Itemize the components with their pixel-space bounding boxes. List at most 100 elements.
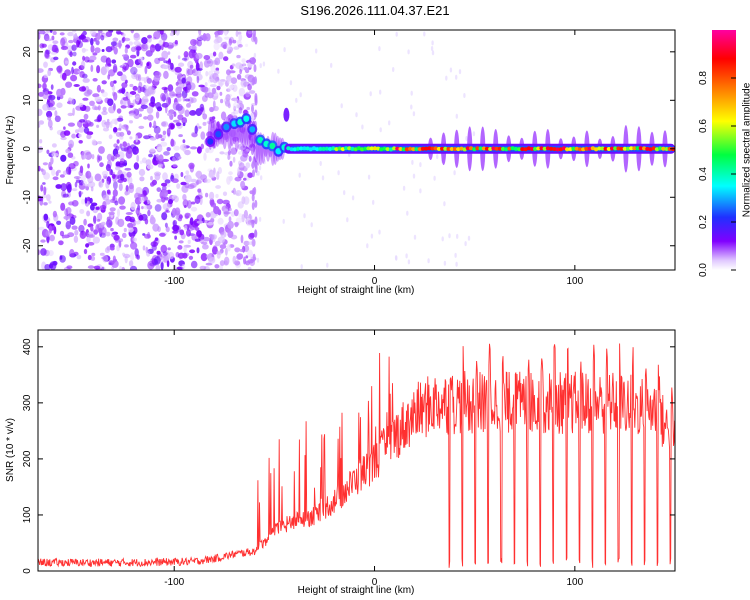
noise-blob [42,162,49,166]
noise-blob [133,162,140,170]
spectrogram-ytick-label: 0 [22,146,33,152]
noise-blob [172,156,176,162]
noise-blob [225,94,231,102]
noise-blob [227,220,234,229]
noise-blob [143,205,151,210]
noise-blob [79,230,87,239]
noise-blob [249,57,257,65]
noise-blob [132,237,137,242]
noise-blob [100,89,105,94]
noise-blob [147,114,154,121]
noise-blob [56,220,62,225]
noise-blob [184,225,188,231]
noise-blob [113,80,117,84]
noise-blob [190,201,196,205]
line-core [427,146,432,151]
noise-blob [228,171,233,176]
tail-spread [239,124,244,144]
noise-blob [150,96,156,105]
spectrogram-frame [37,29,676,271]
noise-blob [50,84,54,90]
noise-speckle [449,67,453,73]
line-core [408,146,413,151]
noise-blob [233,46,240,50]
noise-blob [228,216,232,223]
noise-blob [160,92,166,101]
noise-blob [147,209,151,217]
noise-blob [112,91,116,97]
noise-blob [70,74,78,82]
line-core [343,146,349,151]
noise-blob [246,106,250,111]
noise-blob [69,51,73,57]
noise-edge [254,229,258,238]
noise-blob [158,39,163,46]
noise-blob [122,232,127,238]
noise-blob [155,111,160,119]
noise-blob [82,181,88,186]
noise-blob [243,177,247,181]
line-core [603,146,608,151]
snr-frame [37,329,676,572]
noise-blob [162,203,171,211]
noise-blob [78,190,82,198]
noise-blob [205,147,210,154]
noise-blob [152,36,157,40]
noise-edge [254,109,258,118]
line-core [664,147,669,151]
noise-blob [129,105,133,108]
noise-speckle [419,188,422,194]
snr-ytick-label: 200 [22,450,33,467]
line-core [302,146,307,151]
noise-speckle [406,210,409,216]
line-core [658,146,663,151]
colorbar-label: Normalized spectral amplitude [741,82,750,217]
noise-blob [203,55,211,60]
noise-blob [218,30,224,36]
noise-blob [45,49,51,55]
noise-blob [99,232,107,238]
noise-blob [127,222,134,229]
line-core [568,147,573,152]
noise-blob [128,182,134,190]
noise-blob [215,193,219,199]
noise-blob [66,184,72,193]
noise-blob [196,247,200,254]
noise-blob [79,119,86,123]
noise-blob [62,170,68,176]
noise-speckle [430,46,434,51]
noise-blob [97,114,102,122]
noise-blob [100,66,108,76]
noise-speckle [303,213,306,219]
noise-blob [78,65,85,71]
noise-speckle [433,175,436,181]
noise-blob [88,181,96,188]
noise-blob [252,239,256,247]
noise-blob [247,249,253,258]
line-core [632,146,637,151]
spectrogram-xlabel: Height of straight line (km) [298,285,415,296]
noise-blob [166,147,171,152]
noise-blob [196,146,202,154]
noise-blob [46,110,53,118]
noise-blob [181,264,186,270]
noise-blob [43,74,48,79]
noise-blob [223,30,228,36]
noise-blob [214,77,220,82]
noise-speckle [321,175,325,181]
noise-blob [182,139,186,144]
noise-blob [155,264,161,270]
line-core [555,147,560,152]
noise-blob [172,163,178,168]
noise-blob [129,136,133,140]
noise-blob [249,90,256,94]
noise-blob [210,215,217,219]
noise-blob [154,204,162,212]
noise-blob [231,97,239,102]
noise-blob [42,193,47,199]
noise-speckle [310,222,313,228]
noise-blob [39,139,43,144]
noise-blob [101,110,108,116]
noise-blob [139,160,143,165]
noise-blob [138,58,142,63]
